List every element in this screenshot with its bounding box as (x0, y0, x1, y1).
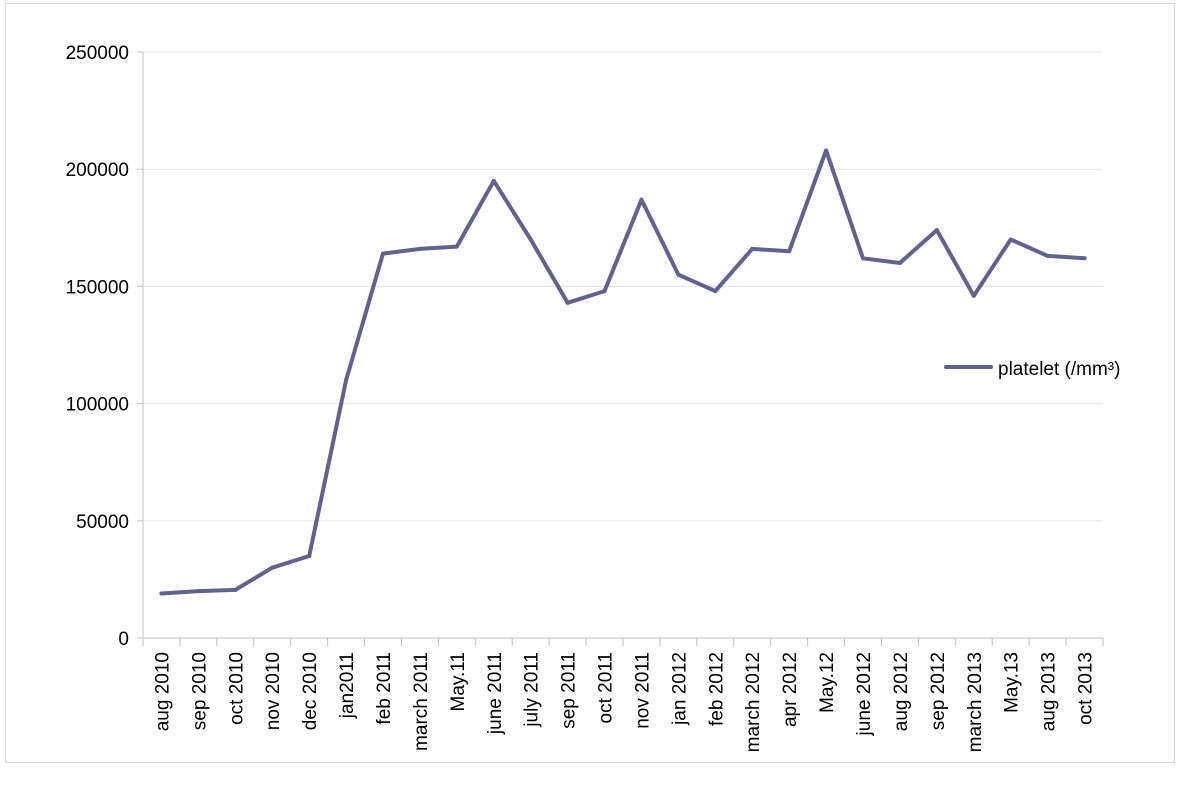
data-point-11 (565, 300, 570, 305)
x-tick-label-22: march 2013 (965, 652, 986, 752)
data-point-14 (676, 272, 681, 277)
data-point-4 (307, 553, 312, 558)
x-tick-label-12: oct 2011 (596, 652, 617, 723)
data-point-10 (528, 237, 533, 242)
y-tick-label-2: 100000 (66, 395, 129, 416)
x-tick-label-23: May.13 (1002, 652, 1023, 713)
x-tick-label-6: feb 2011 (374, 652, 395, 725)
legend: platelet (/mm³) (944, 359, 1120, 380)
x-tick-label-20: aug 2012 (891, 652, 912, 731)
x-tick-label-8: May.11 (448, 652, 469, 712)
series-layer (159, 148, 1087, 596)
series-line-0 (159, 148, 1087, 596)
data-point-21 (934, 228, 939, 233)
data-point-12 (602, 289, 607, 294)
x-tick-label-1: sep 2010 (189, 652, 210, 730)
x-tick-label-9: june 2011 (485, 652, 506, 735)
data-point-18 (824, 148, 829, 153)
x-tick-label-19: june 2012 (854, 652, 875, 736)
y-tick-labels: 0 50000 100000 150000 200000 250000 (66, 43, 129, 650)
x-tick-label-18: May.12 (817, 652, 838, 713)
data-point-3 (270, 565, 275, 570)
data-point-2 (233, 587, 238, 592)
data-point-8 (454, 244, 459, 249)
x-tick-label-13: nov 2011 (632, 652, 653, 729)
data-point-9 (491, 178, 496, 183)
x-tick-label-11: sep 2011 (559, 652, 580, 729)
y-tick-label-0: 0 (118, 629, 129, 650)
y-tick-label-3: 150000 (66, 277, 129, 298)
x-tick-label-5: jan2011 (337, 652, 358, 719)
data-point-1 (196, 589, 201, 594)
x-tick-label-10: july 2011 (522, 652, 543, 728)
data-point-25 (1082, 256, 1087, 261)
y-tick-label-5: 250000 (66, 43, 129, 64)
data-point-5 (344, 378, 349, 383)
y-tick-label-4: 200000 (66, 160, 129, 181)
x-tick-label-7: march 2011 (411, 652, 432, 751)
x-tick-label-3: nov 2010 (263, 652, 284, 730)
data-point-24 (1045, 253, 1050, 258)
axes (137, 51, 1104, 646)
data-point-23 (1008, 237, 1013, 242)
gridlines (143, 51, 1103, 522)
x-tick-label-16: march 2012 (743, 652, 764, 752)
x-tick-label-24: aug 2013 (1039, 652, 1060, 731)
data-point-19 (861, 256, 865, 261)
data-point-22 (971, 293, 976, 298)
chart-frame (5, 3, 1175, 763)
data-point-15 (713, 289, 718, 294)
x-tick-label-15: feb 2012 (706, 652, 727, 726)
x-tick-label-14: jan 2012 (669, 652, 690, 726)
data-point-7 (417, 246, 422, 251)
data-point-17 (787, 249, 792, 254)
data-point-6 (381, 251, 385, 256)
x-tick-label-2: oct 2010 (226, 652, 247, 725)
legend-label: platelet (/mm³) (998, 359, 1120, 380)
data-point-20 (897, 260, 902, 265)
data-point-13 (639, 197, 644, 202)
x-tick-label-4: dec 2010 (300, 652, 321, 730)
x-tick-label-21: sep 2012 (928, 652, 949, 730)
data-point-16 (750, 246, 755, 251)
x-tick-label-0: aug 2010 (152, 652, 173, 731)
data-point-0 (159, 591, 164, 596)
y-tick-label-1: 50000 (76, 512, 129, 533)
x-tick-label-25: oct 2013 (1076, 652, 1097, 725)
x-tick-label-17: apr 2012 (780, 652, 801, 727)
x-tick-labels: aug 2010 sep 2010 oct 2010 nov 2010 dec 2010… (152, 652, 1096, 752)
